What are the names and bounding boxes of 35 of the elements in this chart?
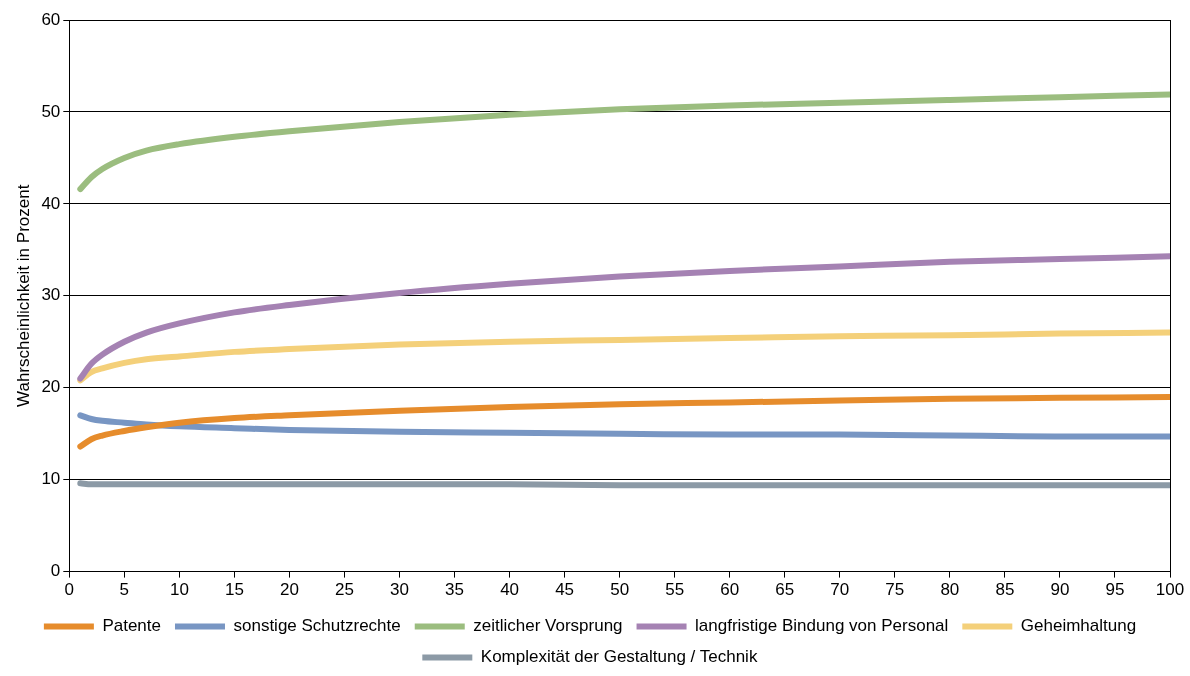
legend-label: langfristige Bindung von Personal xyxy=(695,616,949,636)
x-tick-label: 70 xyxy=(830,580,850,600)
legend-label: Komplexität der Gestaltung / Technik xyxy=(480,647,758,667)
legend-label: Patente xyxy=(102,616,161,636)
x-tick-label: 15 xyxy=(224,580,244,600)
y-tick-label: 50 xyxy=(41,101,61,121)
x-tick-label: 55 xyxy=(665,580,685,600)
legend-label: sonstige Schutzrechte xyxy=(233,616,401,636)
x-tick-label: 0 xyxy=(64,580,75,600)
x-tick-label: 80 xyxy=(940,580,960,600)
legend-label: zeitlicher Vorsprung xyxy=(473,616,623,636)
y-tick-label: 10 xyxy=(41,469,61,489)
y-tick-label: 40 xyxy=(41,193,61,213)
x-tick-label: 75 xyxy=(885,580,905,600)
x-tick-label: 65 xyxy=(775,580,795,600)
x-tick-label: 5 xyxy=(119,580,130,600)
y-tick-label: 30 xyxy=(41,285,61,305)
x-tick-label: 10 xyxy=(169,580,189,600)
x-tick-label: 35 xyxy=(445,580,465,600)
x-tick-label: 45 xyxy=(555,580,575,600)
x-tick-label: 50 xyxy=(610,580,630,600)
x-tick-label: 100 xyxy=(1155,580,1185,600)
x-tick-label: 90 xyxy=(1050,580,1070,600)
x-tick-label: 85 xyxy=(995,580,1015,600)
x-tick-label: 30 xyxy=(390,580,409,600)
y-tick-label: 20 xyxy=(41,377,61,397)
x-tick-label: 25 xyxy=(335,580,354,600)
y-axis-title: Wahrscheinlichkeit in Prozent xyxy=(13,184,33,407)
y-tick-label: 0 xyxy=(50,561,61,581)
y-tick-label: 60 xyxy=(41,9,61,29)
x-tick-label: 40 xyxy=(500,580,520,600)
x-tick-label: 95 xyxy=(1105,580,1125,600)
legend-label: Geheimhaltung xyxy=(1020,616,1137,636)
x-tick-label: 60 xyxy=(720,580,740,600)
x-tick-label: 20 xyxy=(279,580,299,600)
